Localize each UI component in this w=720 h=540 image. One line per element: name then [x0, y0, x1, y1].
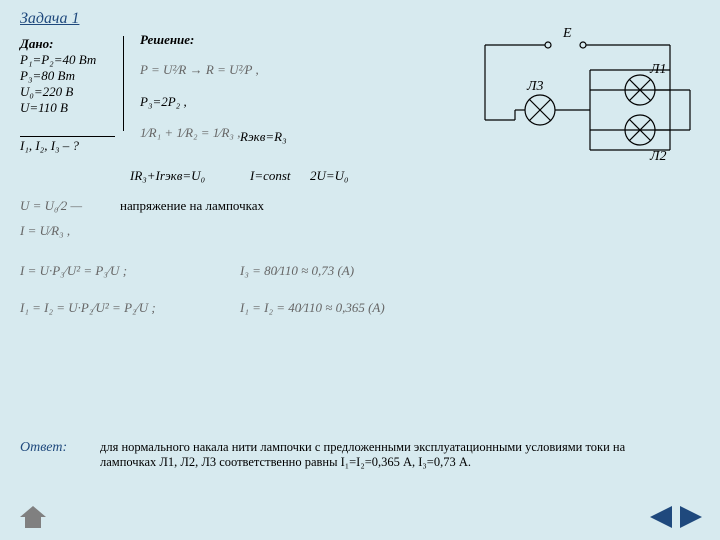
given-header: Дано:: [20, 36, 115, 52]
circuit-label-l1: Л1: [649, 62, 666, 77]
task-title: Задача 1: [20, 10, 79, 28]
formula-iconst: I=const: [250, 168, 291, 184]
given-question: I₁, I₂, I₃ – ?: [20, 138, 79, 154]
solution-header: Решение:: [140, 32, 194, 48]
next-arrow-icon[interactable]: [680, 506, 702, 528]
given-line-3: U=110 В: [20, 100, 115, 116]
given-divider: [20, 136, 115, 137]
formula-req: 1⁄R₁ + 1⁄R₂ = 1⁄R₃ ,: [140, 125, 240, 141]
prev-arrow-icon[interactable]: [650, 506, 672, 528]
formula-u-half: U = U₀⁄2 —: [20, 198, 82, 214]
given-line-1: P₃=80 Вт: [20, 68, 115, 84]
formula-rekv: Rэкв=R₃: [240, 129, 287, 145]
formula-i12-num: I₁ = I₂ = 40⁄110 ≈ 0,365 (А): [240, 300, 385, 316]
circuit-diagram: E Л3 Л1 Л2: [455, 15, 715, 195]
formula-i12-up2: I₁ = I₂ = U·P₂⁄U² = P₂⁄U ;: [20, 300, 156, 316]
circuit-label-l3: Л3: [526, 79, 543, 94]
answer-text: для нормального накала нити лампочки с п…: [100, 440, 680, 470]
formula-2u: 2U=U₀: [310, 168, 349, 184]
circuit-label-l2: Л2: [649, 149, 666, 164]
formula-ir: IR₃+Irэкв=U₀: [130, 168, 205, 184]
given-line-0: P₁=P₂=40 Вт: [20, 52, 115, 68]
label-u-half: напряжение на лампочках: [120, 198, 264, 214]
formula-i-ur3: I = U⁄R₃ ,: [20, 223, 70, 239]
home-icon[interactable]: [20, 506, 46, 528]
circuit-label-e: E: [562, 26, 572, 41]
given-line-2: U₀=220 В: [20, 84, 115, 100]
formula-i-up3: I = U·P₃⁄U² = P₃⁄U ;: [20, 263, 127, 279]
formula-i3-num: I₃ = 80⁄110 ≈ 0,73 (А): [240, 263, 354, 279]
given-block: Дано: P₁=P₂=40 Вт P₃=80 Вт U₀=220 В U=11…: [20, 36, 124, 131]
formula-p3: P₃=2P₂ ,: [140, 94, 187, 110]
answer-label: Ответ:: [20, 440, 67, 456]
formula-power: P = U²⁄R → R = U²⁄P ,: [140, 62, 259, 78]
